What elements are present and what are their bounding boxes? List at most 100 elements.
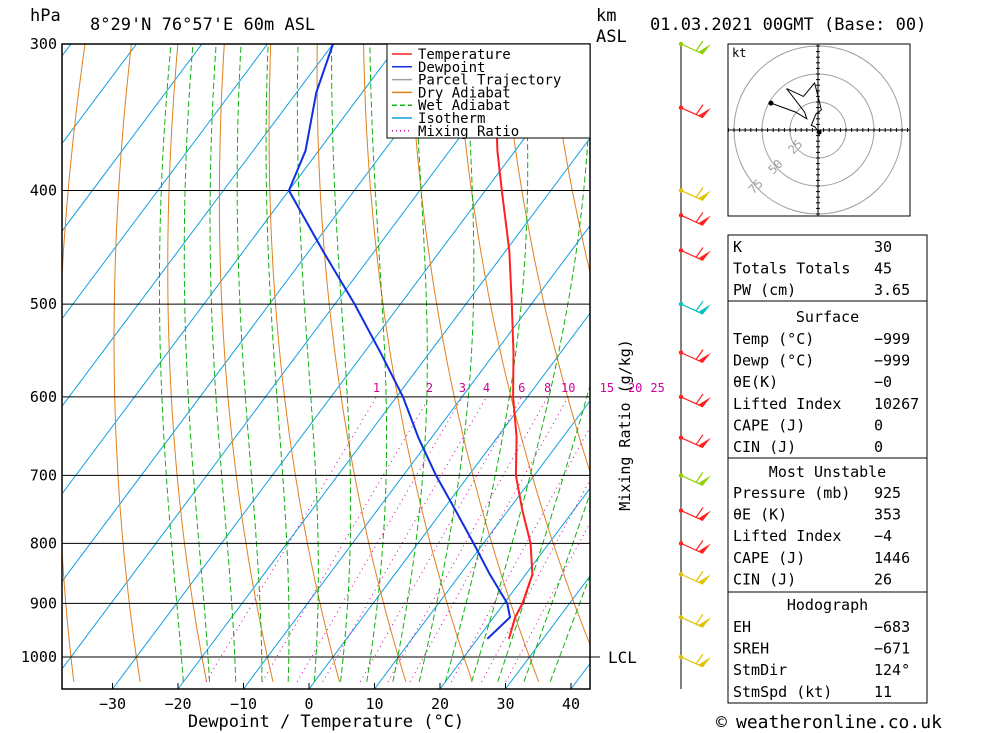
wind-barb-flag [698,543,711,554]
temperature-tick-label: −20 [164,695,191,713]
site-credit: weatheronline.co.uk [736,712,942,733]
wet-adiabat-line [265,44,290,682]
copyright-symbol: © [716,712,727,733]
lcl-label: LCL [608,648,637,667]
wind-barb-flag [698,396,711,407]
temperature-tick-label: 40 [562,695,580,713]
dry-adiabat-line [502,44,590,474]
temperature-tick-label: 20 [431,695,449,713]
isotherm-line [62,44,72,57]
legend-entry: Isotherm [418,111,485,127]
isotherm-line [374,400,590,689]
table-row-value: 0 [874,416,883,434]
wind-barb-feather [695,187,704,198]
wet-adiabat-line [471,70,590,682]
table-row-label: θE (K) [733,506,787,524]
wind-barb-flag [698,304,711,315]
dry-adiabat-line [218,44,274,682]
wind-barb-flag [698,352,711,363]
mixing-ratio-label: 3 [459,381,466,395]
wet-adiabat-line [183,44,211,682]
temperature-series-line [487,44,534,640]
isotherm-line [62,44,137,145]
mixing-ratio-line [481,478,590,683]
pressure-tick-labels: 300 400 500 600 700 800 900 1000 [21,35,57,666]
wind-barb-feather [695,472,704,483]
mixing-ratio-label: 20 [628,381,642,395]
table-row-value: 353 [874,506,901,524]
mixing-ratio-label: 4 [483,381,490,395]
table-row-value: −0 [874,373,892,391]
wind-barb-feather [695,349,704,360]
table-row-value: 10267 [874,395,919,413]
wind-barb-flag [698,44,711,54]
most-unstable-table [727,457,928,593]
table-row-label: Lifted Index [733,395,841,413]
wind-barb-feather [695,613,704,625]
dewpoint-series-line [287,44,512,640]
hodograph-start-dot [816,129,822,135]
table-row-value: 45 [874,260,892,278]
isotherm-line [0,44,5,689]
wind-barb-feather [695,570,704,582]
table-row-value: −683 [874,618,910,636]
wind-barb-flag [698,215,711,226]
isotherm-line [439,487,590,689]
pressure-tick-label: 500 [30,295,57,313]
mixing-ratio-line [387,396,549,683]
dry-adiabat-line [363,44,473,682]
dry-adiabat-line [268,44,340,682]
wind-barb [678,570,711,585]
temperature-tick-label: 30 [496,695,514,713]
wind-profile [678,40,711,689]
mixing-ratio-label: 15 [600,381,614,395]
wind-barb [678,300,711,315]
table-row-value: 30 [874,238,892,256]
mixing-ratio-label: 2 [426,381,433,395]
wind-barb [678,507,711,522]
wind-barb [678,393,711,408]
wind-barb-feather [695,300,704,312]
wind-barb-flag [698,657,711,667]
dry-adiabat-line [167,44,208,682]
mixing-ratio-line [409,396,569,683]
table-row-label: θE(K) [733,373,778,391]
pressure-unit-label: hPa [30,6,61,26]
pressure-tick-label: 700 [30,466,57,484]
legend-entry: Dewpoint [418,60,485,76]
mixing-ratio-line [359,396,523,683]
wind-barb [678,104,711,119]
wind-barb [678,472,711,486]
isotherm-line [62,44,268,320]
hodograph-table [727,591,928,704]
wind-barb-flag [698,250,711,261]
wet-adiabat-line [392,44,428,682]
asl-unit-label: ASL [596,27,627,47]
wind-barb-flag [698,510,711,521]
lcl-marker: LCL [590,648,637,667]
pressure-tick-label: 600 [30,388,57,406]
dry-adiabat-line [455,44,590,647]
table-row-label: Pressure (mb) [733,484,850,502]
table-row-label: EH [733,618,751,636]
isotherm-line [62,44,334,408]
wet-adiabat-line [366,44,388,682]
wind-barb [678,434,711,449]
table-row-label: PW (cm) [733,281,796,299]
dry-adiabat-line [961,27,1000,682]
wind-barb-feather [695,247,704,258]
wind-barb-feather [695,540,704,551]
wind-barb-feather [695,653,704,665]
wind-barb-flag [698,190,711,201]
table-row-label: CAPE (J) [733,416,805,434]
x-axis-label: Dewpoint / Temperature (°C) [188,712,464,732]
wind-barb-feather [695,211,704,223]
isotherm-line [308,312,590,689]
temperature-tick-label: 10 [365,695,383,713]
wet-adiabat-line [236,44,263,682]
temperature-tick-label: −10 [230,695,257,713]
wind-barb [678,40,711,55]
stability-tables: K 30 Totals Totals 45 PW (cm) 3.65 Surface Temp… [727,234,928,704]
pressure-tick-label: 900 [30,594,57,612]
